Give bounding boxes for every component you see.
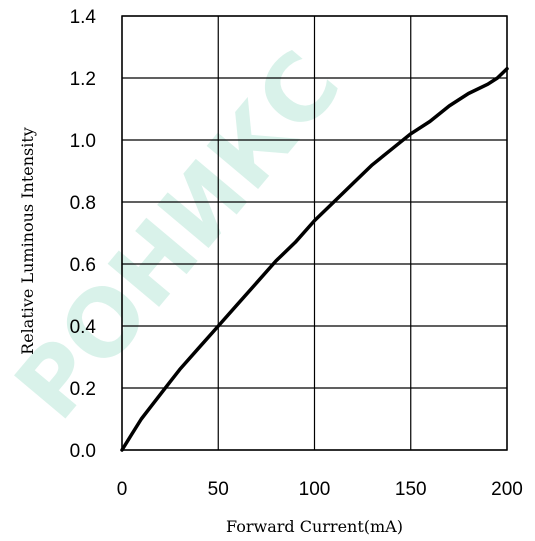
watermark-text: РОНИКС xyxy=(0,31,361,439)
y-tick-label: 0.4 xyxy=(70,317,97,338)
x-tick-label: 200 xyxy=(491,479,523,500)
y-tick-label: 0.6 xyxy=(70,255,96,276)
y-tick-label: 1.0 xyxy=(70,131,96,152)
y-tick-label: 0.8 xyxy=(70,193,96,214)
y-tick-label: 0.2 xyxy=(70,379,96,400)
y-tick-labels: 0.0 0.2 0.4 0.6 0.8 1.0 1.2 1.4 xyxy=(70,7,97,462)
x-tick-labels: 0 50 100 150 200 xyxy=(117,479,523,500)
series-line xyxy=(120,66,509,452)
y-tick-label: 0.0 xyxy=(70,441,96,462)
x-tick-label: 100 xyxy=(299,479,331,500)
y-tick-label: 1.4 xyxy=(70,7,97,28)
y-tick-label: 1.2 xyxy=(70,69,96,90)
x-tick-label: 50 xyxy=(208,479,229,500)
x-tick-label: 150 xyxy=(395,479,427,500)
plot-frame xyxy=(121,15,508,451)
x-tick-label: 0 xyxy=(117,479,128,500)
y-axis-label: Relative Luminous Intensity xyxy=(18,127,37,355)
x-axis-label: Forward Current(mA) xyxy=(226,517,403,536)
